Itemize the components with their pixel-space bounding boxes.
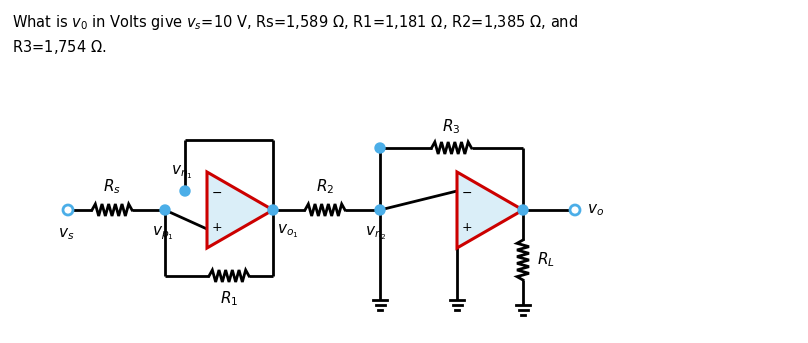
- Text: $v_{n_1}$: $v_{n_1}$: [171, 163, 193, 181]
- Text: $R_2$: $R_2$: [316, 177, 335, 196]
- Circle shape: [375, 205, 385, 215]
- Text: $v_s$: $v_s$: [58, 226, 74, 242]
- Circle shape: [375, 143, 385, 153]
- Text: R3=1,754 $\Omega$.: R3=1,754 $\Omega$.: [12, 38, 107, 56]
- Text: $+$: $+$: [212, 221, 223, 234]
- Text: $R_3$: $R_3$: [442, 117, 461, 136]
- Text: $R_s$: $R_s$: [103, 177, 121, 196]
- Text: $v_{p_1}$: $v_{p_1}$: [152, 224, 174, 241]
- Text: What is $v_0$ in Volts give $v_s$=10 V, Rs=1,589 $\Omega$, R1=1,181 $\Omega$, R2: What is $v_0$ in Volts give $v_s$=10 V, …: [12, 13, 579, 32]
- Polygon shape: [457, 172, 523, 248]
- Text: $v_{n_2}$: $v_{n_2}$: [365, 224, 387, 241]
- Circle shape: [518, 205, 528, 215]
- Circle shape: [570, 205, 580, 215]
- Circle shape: [160, 205, 170, 215]
- Text: $R_L$: $R_L$: [537, 251, 555, 269]
- Text: $-$: $-$: [212, 186, 222, 199]
- Polygon shape: [207, 172, 273, 248]
- Text: $v_o$: $v_o$: [587, 202, 604, 218]
- Text: $-$: $-$: [461, 186, 473, 199]
- Circle shape: [63, 205, 73, 215]
- Text: $R_1$: $R_1$: [220, 289, 238, 308]
- Circle shape: [268, 205, 278, 215]
- Text: $+$: $+$: [461, 221, 473, 234]
- Circle shape: [180, 186, 190, 196]
- Text: $v_{o_1}$: $v_{o_1}$: [277, 222, 299, 240]
